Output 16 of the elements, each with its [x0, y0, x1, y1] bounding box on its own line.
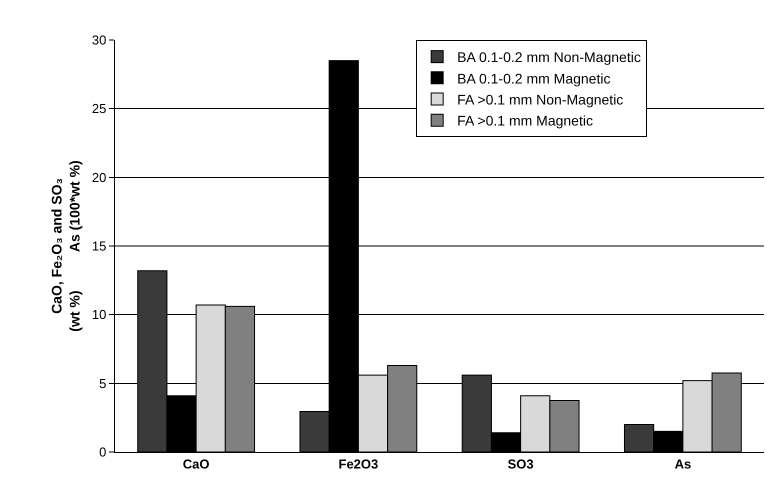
y-tick-label: 15: [92, 238, 106, 254]
y-axis-title: CaO, Fe₂O₃ and SO₃ (wt %) As (100*wt %): [48, 160, 83, 332]
y-tick-label: 0: [99, 444, 106, 460]
legend-label: BA 0.1-0.2 mm Magnetic: [457, 70, 610, 86]
legend-label: FA >0.1 mm Magnetic: [457, 112, 593, 129]
y-tick-label: 5: [99, 376, 106, 391]
x-tick-label: As: [674, 456, 692, 472]
legend-label: BA 0.1-0.2 mm Non-Magnetic: [457, 49, 641, 66]
y-tick-label: 30: [92, 32, 106, 48]
y-tick-label: 25: [92, 101, 106, 116]
x-tick-label: CaO: [182, 456, 210, 472]
y-tick-label: 10: [92, 307, 106, 322]
x-tick-label: SO3: [508, 456, 534, 472]
legend-label: FA >0.1 mm Non-Magnetic: [457, 91, 624, 108]
x-tick-label: Fe2O3: [338, 456, 378, 472]
y-tick-label: 20: [92, 170, 106, 185]
